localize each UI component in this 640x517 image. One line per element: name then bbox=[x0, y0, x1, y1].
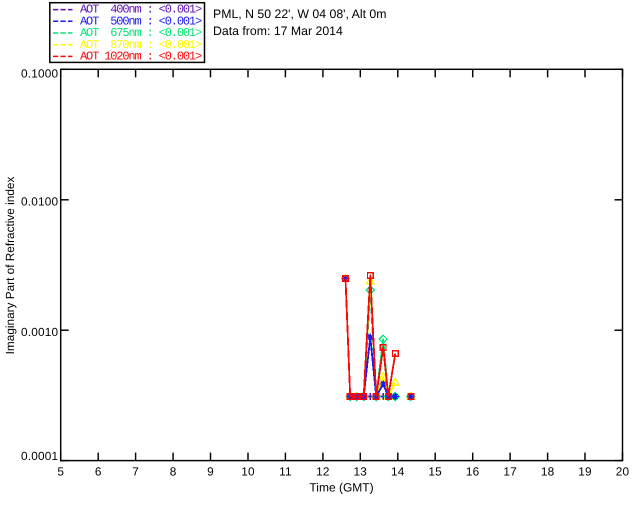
svg-text:AOT 500nm : <0.001>: AOT 500nm : <0.001> bbox=[80, 14, 202, 28]
svg-text:11: 11 bbox=[279, 465, 292, 479]
svg-text:14: 14 bbox=[391, 465, 405, 479]
svg-text:0.0100: 0.0100 bbox=[21, 195, 59, 209]
svg-text:0.0001: 0.0001 bbox=[21, 449, 58, 463]
svg-text:5: 5 bbox=[57, 465, 64, 479]
svg-text:19: 19 bbox=[578, 465, 592, 479]
svg-text:AOT 400nm : <0.001>: AOT 400nm : <0.001> bbox=[80, 3, 202, 17]
svg-text:7: 7 bbox=[132, 465, 139, 479]
svg-text:15: 15 bbox=[428, 465, 442, 479]
svg-text:12: 12 bbox=[316, 465, 330, 479]
svg-text:AOT 675nm : <0.001>: AOT 675nm : <0.001> bbox=[80, 26, 202, 40]
svg-text:8: 8 bbox=[170, 465, 177, 479]
svg-text:AOT 1020nm : <0.001>: AOT 1020nm : <0.001> bbox=[80, 50, 202, 64]
svg-text:Time (GMT): Time (GMT) bbox=[309, 481, 373, 495]
svg-text:20: 20 bbox=[616, 465, 630, 479]
svg-text:0.0010: 0.0010 bbox=[21, 325, 59, 339]
svg-text:13: 13 bbox=[354, 465, 368, 479]
svg-text:9: 9 bbox=[207, 465, 214, 479]
svg-text:0.1000: 0.1000 bbox=[21, 67, 59, 81]
svg-text:Data from: 17 Mar 2014: Data from: 17 Mar 2014 bbox=[213, 24, 343, 38]
svg-text:PML, N 50 22', W 04 08', Alt 0: PML, N 50 22', W 04 08', Alt 0m bbox=[213, 7, 387, 21]
svg-text:10: 10 bbox=[241, 465, 255, 479]
svg-text:17: 17 bbox=[503, 465, 517, 479]
svg-text:18: 18 bbox=[541, 465, 555, 479]
svg-text:AOT 870nm : <0.001>: AOT 870nm : <0.001> bbox=[80, 38, 202, 52]
svg-text:6: 6 bbox=[95, 465, 102, 479]
svg-text:Imaginary Part of Refractive i: Imaginary Part of Refractive index bbox=[3, 177, 17, 355]
svg-text:16: 16 bbox=[466, 465, 480, 479]
